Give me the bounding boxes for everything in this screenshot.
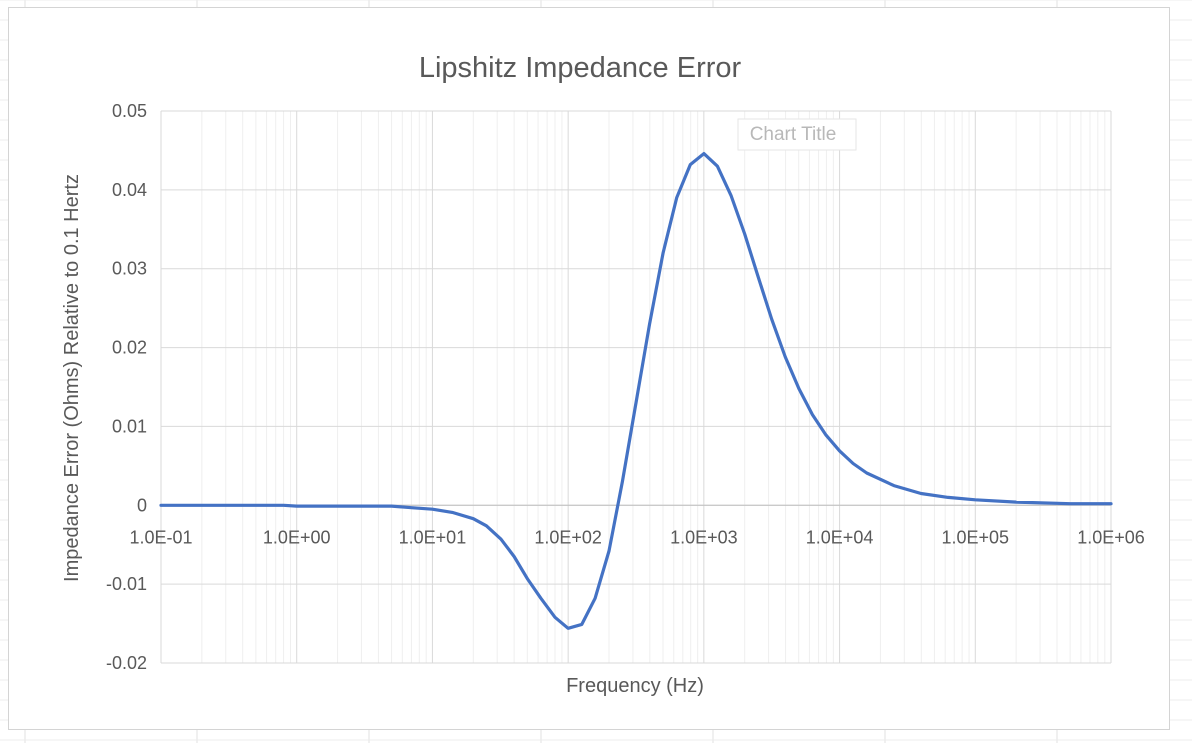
x-tick-label: 1.0E+06 xyxy=(1077,527,1145,547)
x-axis-title[interactable]: Frequency (Hz) xyxy=(566,675,704,697)
x-tick-label: 1.0E-01 xyxy=(129,527,192,547)
chart-title[interactable]: Lipshitz Impedance Error xyxy=(419,52,742,84)
y-tick-label: -0.02 xyxy=(106,653,147,673)
tick-labels: -0.02 -0.01 0 0.01 0.02 0.03 0.04 0.05 1.0E-01 1.… xyxy=(106,101,1145,673)
series-line[interactable] xyxy=(159,152,1113,630)
x-tick-label: 1.0E+01 xyxy=(399,527,467,547)
y-tick-label: 0.02 xyxy=(112,338,147,358)
y-tick-label: 0.05 xyxy=(112,101,147,121)
chart-title-placeholder-label: Chart Title xyxy=(750,124,837,145)
series-layer xyxy=(159,152,1113,630)
line-chart: -0.02 -0.01 0 0.01 0.02 0.03 0.04 0.05 1.0E-01 1.… xyxy=(61,52,1145,697)
y-axis-title[interactable]: Impedance Error (Ohms) Relative to 0.1 H… xyxy=(61,174,83,582)
y-tick-label: 0.04 xyxy=(112,180,147,200)
x-tick-label: 1.0E+00 xyxy=(263,527,331,547)
y-tick-label: 0 xyxy=(137,495,147,515)
x-tick-label: 1.0E+04 xyxy=(806,527,874,547)
y-tick-label: -0.01 xyxy=(106,574,147,594)
x-tick-label: 1.0E+02 xyxy=(534,527,602,547)
y-tick-label: 0.03 xyxy=(112,259,147,279)
gridlines xyxy=(160,110,1112,664)
x-tick-label: 1.0E+05 xyxy=(942,527,1010,547)
x-tick-label: 1.0E+03 xyxy=(670,527,738,547)
chart-area[interactable]: -0.02 -0.01 0 0.01 0.02 0.03 0.04 0.05 1.0E-01 1.… xyxy=(8,7,1170,730)
y-tick-label: 0.01 xyxy=(112,416,147,436)
chart-title-placeholder[interactable]: Chart Title xyxy=(737,118,857,151)
